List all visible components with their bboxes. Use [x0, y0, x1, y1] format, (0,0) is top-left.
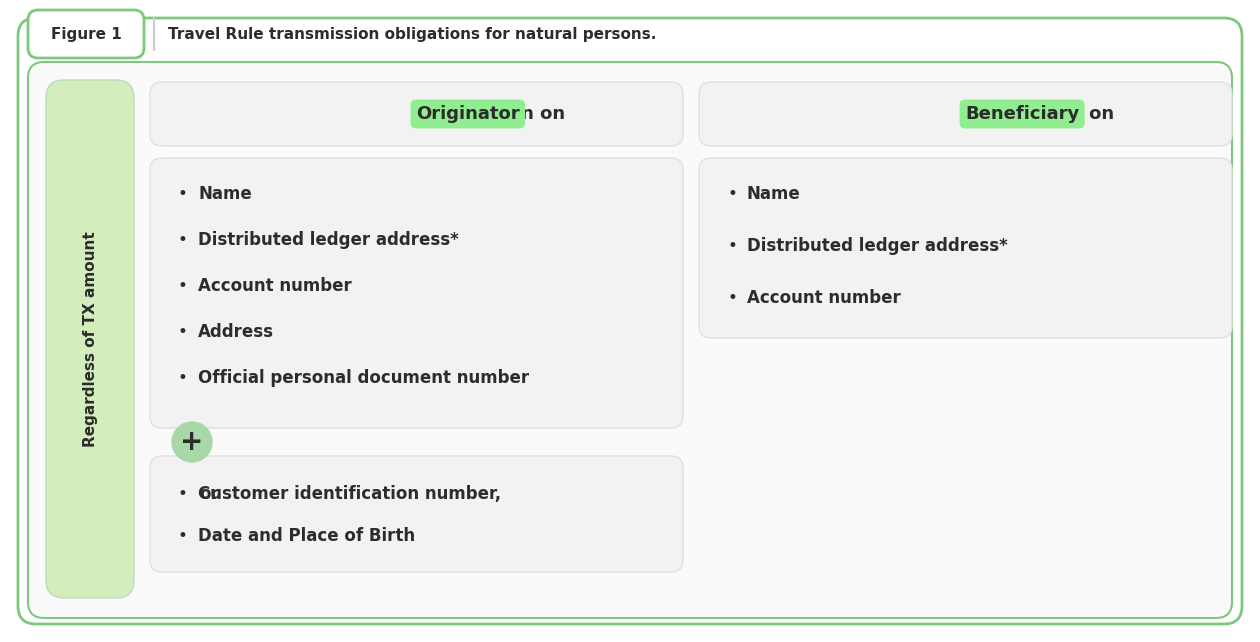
Text: •: •: [727, 185, 737, 203]
Text: Address: Address: [198, 323, 273, 341]
Text: Date and Place of Birth: Date and Place of Birth: [198, 527, 415, 545]
Text: •: •: [178, 369, 188, 387]
Text: Name: Name: [198, 185, 252, 203]
Text: Information on: Information on: [415, 105, 571, 123]
Text: customer: customer: [417, 105, 518, 123]
Text: Travel Rule transmission obligations for natural persons.: Travel Rule transmission obligations for…: [168, 26, 656, 42]
FancyBboxPatch shape: [28, 62, 1232, 618]
Text: Name: Name: [747, 185, 801, 203]
Text: •: •: [178, 485, 188, 503]
Text: Customer identification number,: Customer identification number,: [198, 485, 507, 503]
FancyBboxPatch shape: [47, 80, 134, 598]
Text: •: •: [727, 237, 737, 255]
FancyBboxPatch shape: [150, 158, 683, 428]
Text: Official personal document number: Official personal document number: [198, 369, 529, 387]
Text: •: •: [178, 185, 188, 203]
Text: Information on: Information on: [964, 105, 1120, 123]
Text: +: +: [180, 428, 204, 456]
Text: Distributed ledger address*: Distributed ledger address*: [198, 231, 459, 249]
Text: or: or: [199, 485, 219, 503]
FancyBboxPatch shape: [150, 456, 683, 572]
Text: Originator: Originator: [416, 105, 519, 123]
Text: •: •: [178, 277, 188, 295]
Text: customer: customer: [966, 105, 1067, 123]
Text: Regardless of TX amount: Regardless of TX amount: [82, 231, 97, 447]
Text: •: •: [727, 289, 737, 307]
Text: Beneficiary: Beneficiary: [965, 105, 1080, 123]
Text: •: •: [178, 231, 188, 249]
Text: Account number: Account number: [198, 277, 352, 295]
Text: Account number: Account number: [747, 289, 901, 307]
Text: •: •: [178, 527, 188, 545]
FancyBboxPatch shape: [699, 82, 1232, 146]
FancyBboxPatch shape: [699, 158, 1232, 338]
Circle shape: [173, 422, 212, 462]
FancyBboxPatch shape: [150, 82, 683, 146]
FancyBboxPatch shape: [18, 18, 1242, 624]
Text: •: •: [178, 323, 188, 341]
FancyBboxPatch shape: [28, 10, 144, 58]
Text: Distributed ledger address*: Distributed ledger address*: [747, 237, 1008, 255]
Text: Figure 1: Figure 1: [50, 26, 121, 42]
